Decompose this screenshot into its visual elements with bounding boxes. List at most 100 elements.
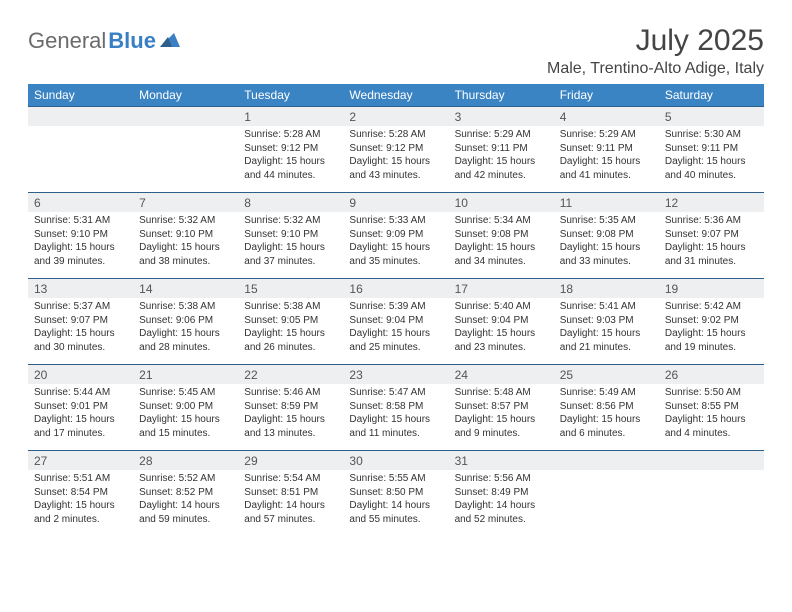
- date-cell: [554, 451, 659, 471]
- month-title: July 2025: [547, 24, 764, 58]
- daylight-line: Daylight: 15 hours and 13 minutes.: [244, 413, 337, 440]
- date-cell: 14: [133, 279, 238, 299]
- daylight-line: Daylight: 14 hours and 55 minutes.: [349, 499, 442, 526]
- sunrise-line: Sunrise: 5:35 AM: [560, 214, 653, 228]
- daylight-line: Daylight: 15 hours and 23 minutes.: [455, 327, 548, 354]
- sunset-line: Sunset: 9:07 PM: [34, 314, 127, 328]
- sunrise-line: Sunrise: 5:49 AM: [560, 386, 653, 400]
- info-cell: Sunrise: 5:54 AMSunset: 8:51 PMDaylight:…: [238, 470, 343, 536]
- date-row: 12345: [28, 107, 764, 127]
- info-cell: Sunrise: 5:32 AMSunset: 9:10 PMDaylight:…: [133, 212, 238, 279]
- date-cell: 7: [133, 193, 238, 213]
- date-cell: 9: [343, 193, 448, 213]
- daylight-line: Daylight: 15 hours and 38 minutes.: [139, 241, 232, 268]
- sunrise-line: Sunrise: 5:32 AM: [139, 214, 232, 228]
- date-cell: [659, 451, 764, 471]
- sunset-line: Sunset: 9:08 PM: [560, 228, 653, 242]
- daylight-line: Daylight: 15 hours and 11 minutes.: [349, 413, 442, 440]
- daylight-line: Daylight: 15 hours and 33 minutes.: [560, 241, 653, 268]
- sunset-line: Sunset: 8:54 PM: [34, 486, 127, 500]
- info-cell: Sunrise: 5:51 AMSunset: 8:54 PMDaylight:…: [28, 470, 133, 536]
- sunset-line: Sunset: 9:04 PM: [455, 314, 548, 328]
- date-cell: 31: [449, 451, 554, 471]
- sunrise-line: Sunrise: 5:31 AM: [34, 214, 127, 228]
- date-cell: 16: [343, 279, 448, 299]
- info-row: Sunrise: 5:31 AMSunset: 9:10 PM Daylight:…: [28, 212, 764, 279]
- date-cell: 22: [238, 365, 343, 385]
- daylight-line: Daylight: 15 hours and 9 minutes.: [455, 413, 548, 440]
- daylight-line: Daylight: 15 hours and 34 minutes.: [455, 241, 548, 268]
- date-cell: 26: [659, 365, 764, 385]
- daylight-line: Daylight: 15 hours and 15 minutes.: [139, 413, 232, 440]
- daylight-line: Daylight: 15 hours and 25 minutes.: [349, 327, 442, 354]
- info-cell: Sunrise: 5:47 AMSunset: 8:58 PMDaylight:…: [343, 384, 448, 451]
- sunset-line: Sunset: 9:03 PM: [560, 314, 653, 328]
- sunset-line: Sunset: 9:11 PM: [665, 142, 758, 156]
- daylight-line: Daylight: 15 hours and 28 minutes.: [139, 327, 232, 354]
- sunset-line: Sunset: 9:09 PM: [349, 228, 442, 242]
- sunrise-line: Sunrise: 5:51 AM: [34, 472, 127, 486]
- sunrise-line: Sunrise: 5:39 AM: [349, 300, 442, 314]
- brand-logo: GeneralBlue: [28, 28, 180, 54]
- daylight-line: Daylight: 14 hours and 52 minutes.: [455, 499, 548, 526]
- sunset-line: Sunset: 9:00 PM: [139, 400, 232, 414]
- date-cell: 29: [238, 451, 343, 471]
- date-row: 13141516171819: [28, 279, 764, 299]
- date-cell: 8: [238, 193, 343, 213]
- info-row: Sunrise: 5:51 AMSunset: 8:54 PMDaylight:…: [28, 470, 764, 536]
- sunrise-line: Sunrise: 5:29 AM: [560, 128, 653, 142]
- date-cell: 3: [449, 107, 554, 127]
- sunrise-line: Sunrise: 5:32 AM: [244, 214, 337, 228]
- date-cell: 10: [449, 193, 554, 213]
- info-cell: Sunrise: 5:41 AMSunset: 9:03 PMDaylight:…: [554, 298, 659, 365]
- title-block: July 2025 Male, Trentino-Alto Adige, Ita…: [547, 24, 764, 78]
- date-cell: 13: [28, 279, 133, 299]
- sunset-line: Sunset: 9:10 PM: [34, 228, 127, 242]
- sunset-line: Sunset: 8:51 PM: [244, 486, 337, 500]
- date-cell: 24: [449, 365, 554, 385]
- sunrise-line: Sunrise: 5:55 AM: [349, 472, 442, 486]
- daylight-line: Daylight: 15 hours and 19 minutes.: [665, 327, 758, 354]
- daylight-line: Daylight: 15 hours and 2 minutes.: [34, 499, 127, 526]
- calendar-table: Sunday Monday Tuesday Wednesday Thursday…: [28, 84, 764, 536]
- weekday-header: Monday: [133, 84, 238, 107]
- sunset-line: Sunset: 9:07 PM: [665, 228, 758, 242]
- date-cell: 15: [238, 279, 343, 299]
- sunrise-line: Sunrise: 5:54 AM: [244, 472, 337, 486]
- info-row: Sunrise: 5:28 AMSunset: 9:12 PMDaylight:…: [28, 126, 764, 193]
- sunset-line: Sunset: 9:12 PM: [244, 142, 337, 156]
- date-cell: 28: [133, 451, 238, 471]
- date-cell: [133, 107, 238, 127]
- info-cell: Sunrise: 5:38 AMSunset: 9:06 PMDaylight:…: [133, 298, 238, 365]
- date-cell: 19: [659, 279, 764, 299]
- date-cell: 1: [238, 107, 343, 127]
- info-cell: Sunrise: 5:55 AMSunset: 8:50 PMDaylight:…: [343, 470, 448, 536]
- info-cell: Sunrise: 5:30 AMSunset: 9:11 PMDaylight:…: [659, 126, 764, 193]
- daylight-line: Daylight: 15 hours and 4 minutes.: [665, 413, 758, 440]
- info-cell: Sunrise: 5:36 AMSunset: 9:07 PMDaylight:…: [659, 212, 764, 279]
- sunrise-line: Sunrise: 5:42 AM: [665, 300, 758, 314]
- date-cell: 11: [554, 193, 659, 213]
- sunrise-line: Sunrise: 5:29 AM: [455, 128, 548, 142]
- info-cell: Sunrise: 5:29 AMSunset: 9:11 PMDaylight:…: [554, 126, 659, 193]
- daylight-line: Daylight: 15 hours and 35 minutes.: [349, 241, 442, 268]
- info-cell: Sunrise: 5:31 AMSunset: 9:10 PMDaylight:…: [28, 212, 133, 279]
- weekday-header: Sunday: [28, 84, 133, 107]
- sunrise-line: Sunrise: 5:50 AM: [665, 386, 758, 400]
- date-row: 6789101112: [28, 193, 764, 213]
- daylight-line: Daylight: 15 hours and 21 minutes.: [560, 327, 653, 354]
- info-cell: Sunrise: 5:28 AMSunset: 9:12 PMDaylight:…: [343, 126, 448, 193]
- sunset-line: Sunset: 9:05 PM: [244, 314, 337, 328]
- daylight-line: Daylight: 15 hours and 30 minutes.: [34, 327, 127, 354]
- date-cell: 6: [28, 193, 133, 213]
- info-cell: Sunrise: 5:32 AMSunset: 9:10 PMDaylight:…: [238, 212, 343, 279]
- sunset-line: Sunset: 8:58 PM: [349, 400, 442, 414]
- date-cell: 18: [554, 279, 659, 299]
- sunrise-line: Sunrise: 5:46 AM: [244, 386, 337, 400]
- sunrise-line: Sunrise: 5:34 AM: [455, 214, 548, 228]
- daylight-line: Daylight: 15 hours and 43 minutes.: [349, 155, 442, 182]
- info-cell: Sunrise: 5:34 AMSunset: 9:08 PMDaylight:…: [449, 212, 554, 279]
- triangle-icon: [160, 31, 180, 52]
- sunset-line: Sunset: 9:01 PM: [34, 400, 127, 414]
- daylight-line: Daylight: 14 hours and 59 minutes.: [139, 499, 232, 526]
